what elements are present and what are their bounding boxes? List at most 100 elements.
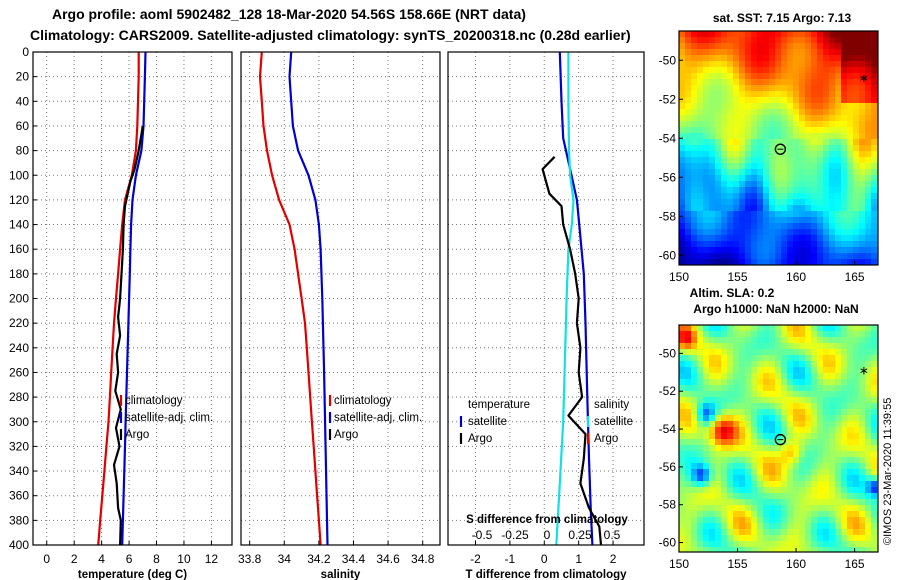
sla-cell [853,421,859,427]
sla-cell [853,397,859,403]
sst-cell [697,241,703,247]
sla-cell [721,457,727,463]
sst-cell [853,127,859,133]
sst-cell [703,169,709,175]
sst-cell [727,85,733,91]
sst-cell [871,121,877,127]
sla-cell [859,373,865,379]
sst-cell [751,175,757,181]
sla-cell [799,487,805,493]
sla-cell [853,547,859,552]
sst-cell [715,55,721,61]
sst-cell [739,121,745,127]
sst-cell [703,193,709,199]
sst-cell [763,217,769,223]
sla-cell [745,343,751,349]
sla-cell [841,403,847,409]
sla-cell [721,415,727,421]
sst-cell [691,193,697,199]
sst-cell [727,145,733,151]
sla-cell [739,463,745,469]
sla-cell [781,481,787,487]
diff-secondary-axis-label: S difference from climatology [466,514,628,526]
sst-cell [721,49,727,55]
sla-cell [871,421,877,427]
sla-cell [817,325,823,331]
sla-cell [823,535,829,541]
sst-cell [775,37,781,43]
sla-cell [835,499,841,505]
sst-cell [703,103,709,109]
sla-cell [799,421,805,427]
sla-cell [769,481,775,487]
sst-cell [703,157,709,163]
sla-cell [793,415,799,421]
sla-cell [733,325,739,331]
sla-cell [757,349,763,355]
sst-cell [811,193,817,199]
sst-cell [781,211,787,217]
sla-cell [685,511,691,517]
sst-cell [871,61,877,67]
difference-x-tick-label: 2 [610,552,617,566]
sla-cell [853,373,859,379]
sla-cell [751,493,757,499]
sst-cell [847,229,853,235]
sla-cell [841,427,847,433]
sla-cell [745,445,751,451]
sst-cell [691,103,697,109]
sla-cell [787,481,793,487]
sla-cell [817,361,823,367]
sst-cell [757,133,763,139]
sst-cell [745,235,751,241]
sst-cell [859,97,865,103]
sla-cell [775,397,781,403]
sla-cell [835,421,841,427]
sst-cell [847,37,853,43]
sst-cell [769,61,775,67]
sst-cell [859,79,865,85]
sla-cell [871,493,877,499]
sla-cell [847,403,853,409]
sst-cell [691,253,697,259]
sla-cell [757,523,763,529]
sla-cell [727,541,733,547]
sla-cell [709,391,715,397]
sst-cell [847,31,853,37]
sst-cell [727,127,733,133]
sla-cell [853,493,859,499]
sst-cell [697,175,703,181]
sla-cell [721,433,727,439]
sla-cell [847,367,853,373]
sst-cell [805,253,811,259]
sla-cell [781,349,787,355]
sla-cell [811,499,817,505]
sla-cell [763,337,769,343]
sst-cell [733,37,739,43]
sla-cell [751,487,757,493]
sla-cell [745,529,751,535]
sla-cell [787,493,793,499]
sla-lon-label: 155 [728,557,748,571]
sst-cell [829,169,835,175]
sst-cell [829,61,835,67]
sst-cell [715,223,721,229]
sst-cell [715,97,721,103]
sst-cell [769,139,775,145]
sst-cell [871,73,877,79]
sla-cell [733,403,739,409]
sla-cell [709,517,715,523]
sla-cell [763,403,769,409]
sla-cell [691,463,697,469]
sst-cell [817,67,823,73]
sst-lon-label: 160 [786,270,806,284]
sst-cell [823,79,829,85]
sst-cell [721,199,727,205]
sla-cell [769,493,775,499]
sla-cell [805,421,811,427]
sst-cell [691,85,697,91]
sla-cell [751,403,757,409]
sla-cell [685,469,691,475]
sst-cell [715,157,721,163]
sst-cell [823,163,829,169]
